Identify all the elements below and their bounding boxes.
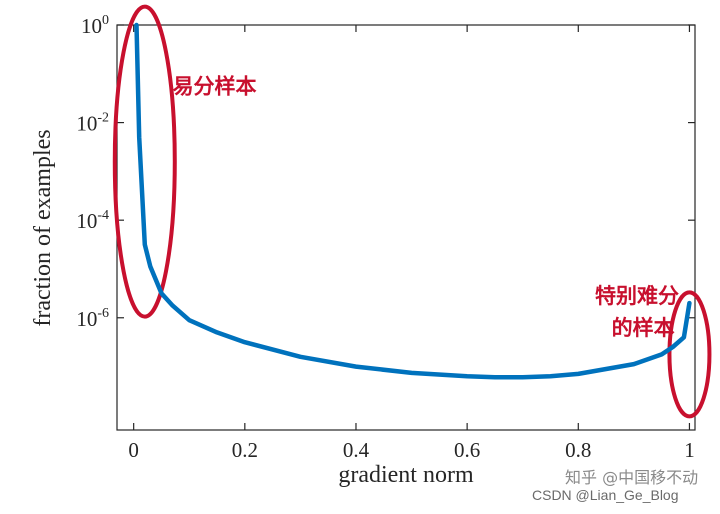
- x-axis-label: gradient norm: [338, 462, 474, 488]
- highlight-ellipses: [112, 4, 712, 419]
- y-tick-label: 10-6: [76, 306, 109, 331]
- watermark-zhihu: 知乎 @中国移不动: [565, 468, 698, 487]
- highlight-ellipse-easy-samples: [112, 4, 177, 319]
- x-axis: 0 0.2 0.4 0.6 0.8 1: [128, 25, 695, 462]
- x-tick-label: 0.4: [343, 438, 370, 462]
- series-layer: [134, 22, 692, 380]
- y-tick-label: 10-4: [76, 208, 109, 233]
- y-axis-label: fraction of examples: [30, 129, 56, 326]
- x-tick-label: 1: [684, 438, 695, 462]
- x-tick-label: 0.8: [565, 438, 591, 462]
- x-tick-label: 0.2: [232, 438, 258, 462]
- x-tick-label: 0.6: [454, 438, 480, 462]
- x-tick-label: 0: [128, 438, 139, 462]
- y-tick-label: 100: [81, 13, 109, 38]
- y-axis: 100 10-2 10-4 10-6: [76, 13, 695, 331]
- y-tick-label: 10-2: [76, 111, 109, 136]
- annotation: 的样本: [612, 316, 675, 340]
- watermark-csdn: CSDN @Lian_Ge_Blog: [532, 487, 679, 503]
- annotation: 特别难分: [595, 284, 679, 308]
- annotation: 易分样本: [173, 74, 257, 98]
- highlight-ellipse-hard-samples: [667, 290, 712, 419]
